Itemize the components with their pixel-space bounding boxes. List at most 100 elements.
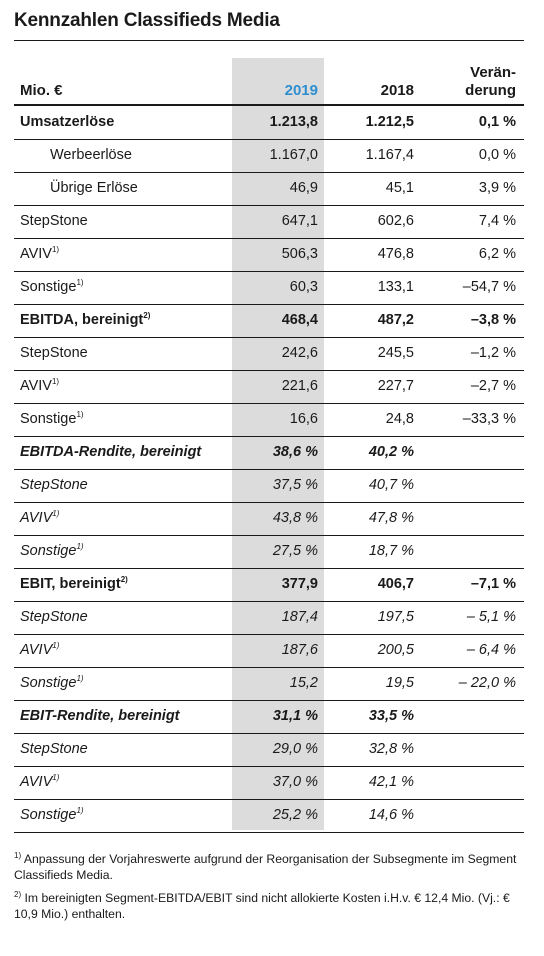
value-change: –1,2 % <box>470 345 516 361</box>
row-label-text: StepStone <box>20 213 88 229</box>
value-2018: 602,6 <box>377 213 414 229</box>
value-2018: 40,2 % <box>368 444 414 460</box>
footnote-marker: 1) <box>51 245 60 254</box>
table-row: AVIV1) 37,0 % 42,1 % <box>14 766 524 800</box>
row-label: Sonstige1) <box>20 799 84 832</box>
row-label-text: Sonstige <box>20 543 77 559</box>
table-row: Umsatzerlöse 1.213,8 1.212,5 0,1 % <box>14 106 524 140</box>
value-2018: 227,7 <box>377 378 414 394</box>
row-label: StepStone <box>20 469 88 502</box>
title-divider <box>14 40 524 41</box>
value-2019: 468,4 <box>281 312 318 328</box>
table-row: Sonstige1) 60,3 133,1 –54,7 % <box>14 271 524 305</box>
row-label-text: EBITDA, bereinigt <box>20 312 144 328</box>
footnote-marker: 1) <box>52 773 60 782</box>
value-2019: 242,6 <box>281 345 318 361</box>
value-change: – 6,4 % <box>466 642 516 658</box>
value-change: –2,7 % <box>470 378 516 394</box>
header-divider <box>14 104 524 106</box>
value-2018: 33,5 % <box>368 708 414 724</box>
value-change <box>420 535 516 568</box>
value-2019: 27,5 % <box>272 543 318 559</box>
row-label: StepStone <box>20 205 88 238</box>
value-2019: 46,9 <box>289 180 318 196</box>
footnotes: 1) Anpassung der Vorjahreswerte aufgrund… <box>14 848 524 926</box>
value-2018: 476,8 <box>377 246 414 262</box>
table-row: Werbeerlöse 1.167,0 1.167,4 0,0 % <box>14 139 524 173</box>
header-change-line2: derung <box>465 82 516 99</box>
value-change <box>420 766 516 799</box>
highlight-column-2019 <box>232 58 324 830</box>
footnote-mark: 2) <box>14 890 22 899</box>
value-2018: 197,5 <box>377 609 414 625</box>
value-2018: 32,8 % <box>368 741 414 757</box>
value-2019: 187,4 <box>281 609 318 625</box>
table-row: StepStone 242,6 245,5 –1,2 % <box>14 337 524 371</box>
row-label: EBITDA, bereinigt2) <box>20 304 150 337</box>
row-label: Werbeerlöse <box>50 139 132 172</box>
value-2018: 42,1 % <box>368 774 414 790</box>
header-change-line1: Verän- <box>470 64 516 81</box>
value-change: 0,0 % <box>478 147 516 163</box>
footnote-marker: 1) <box>76 674 84 683</box>
row-label-text: AVIV <box>20 642 53 658</box>
table-row: Übrige Erlöse 46,9 45,1 3,9 % <box>14 172 524 206</box>
value-change <box>420 436 516 469</box>
value-2018: 40,7 % <box>368 477 414 493</box>
header-year-2019: 2019 <box>284 82 318 99</box>
table-row: StepStone 187,4 197,5 – 5,1 % <box>14 601 524 635</box>
value-2019: 37,5 % <box>272 477 318 493</box>
value-2018: 200,5 <box>377 642 414 658</box>
table-row: EBITDA, bereinigt2) 468,4 487,2 –3,8 % <box>14 304 524 338</box>
row-label-text: AVIV <box>20 246 52 262</box>
value-change <box>420 799 516 832</box>
value-2018: 245,5 <box>377 345 414 361</box>
value-change <box>420 700 516 733</box>
table-row: AVIV1) 221,6 227,7 –2,7 % <box>14 370 524 404</box>
row-label-text: StepStone <box>20 345 88 361</box>
footnote-marker: 1) <box>76 278 84 287</box>
value-2018: 1.212,5 <box>365 114 414 130</box>
value-2019: 1.167,0 <box>269 147 318 163</box>
table-row: EBITDA-Rendite, bereinigt 38,6 % 40,2 % <box>14 436 524 470</box>
value-2019: 1.213,8 <box>269 114 318 130</box>
footnote-marker: 1) <box>76 806 84 815</box>
row-label-text: Sonstige <box>20 675 77 691</box>
header-year-2018: 2018 <box>380 82 414 99</box>
row-label: Sonstige1) <box>20 535 84 568</box>
row-label: EBITDA-Rendite, bereinigt <box>20 436 201 469</box>
table-row: EBIT-Rendite, bereinigt 31,1 % 33,5 % <box>14 700 524 734</box>
value-change: 7,4 % <box>478 213 516 229</box>
row-label: AVIV1) <box>20 634 59 667</box>
table-row: AVIV1) 506,3 476,8 6,2 % <box>14 238 524 272</box>
table-row: EBIT, bereinigt2) 377,9 406,7 –7,1 % <box>14 568 524 602</box>
row-label: StepStone <box>20 601 88 634</box>
row-label: AVIV1) <box>20 238 59 271</box>
value-change <box>420 469 516 502</box>
table-row: Sonstige1) 15,2 19,5 – 22,0 % <box>14 667 524 701</box>
row-label: StepStone <box>20 733 88 766</box>
value-2019: 16,6 <box>289 411 318 427</box>
row-label-text: Übrige Erlöse <box>50 180 138 196</box>
value-change: 6,2 % <box>478 246 516 262</box>
row-label-text: StepStone <box>20 741 88 757</box>
value-2018: 406,7 <box>377 576 414 592</box>
value-change: – 22,0 % <box>458 675 516 691</box>
row-label: Übrige Erlöse <box>50 172 138 205</box>
value-change: –54,7 % <box>462 279 516 295</box>
footnote-marker: 1) <box>52 641 60 650</box>
table-row: StepStone 647,1 602,6 7,4 % <box>14 205 524 239</box>
row-label: Sonstige1) <box>20 403 84 436</box>
row-label-text: AVIV <box>20 774 53 790</box>
row-label: Sonstige1) <box>20 271 84 304</box>
footnote-text: Anpassung der Vorjahreswerte aufgrund de… <box>14 852 517 882</box>
value-change: –33,3 % <box>462 411 516 427</box>
table-row: StepStone 29,0 % 32,8 % <box>14 733 524 767</box>
row-label: Umsatzerlöse <box>20 106 114 139</box>
value-2019: 38,6 % <box>272 444 318 460</box>
row-label-text: StepStone <box>20 477 88 493</box>
value-2019: 221,6 <box>281 378 318 394</box>
value-2019: 187,6 <box>281 642 318 658</box>
footnote-text: Im bereinigten Segment-EBITDA/EBIT sind … <box>14 891 510 921</box>
value-change <box>420 502 516 535</box>
